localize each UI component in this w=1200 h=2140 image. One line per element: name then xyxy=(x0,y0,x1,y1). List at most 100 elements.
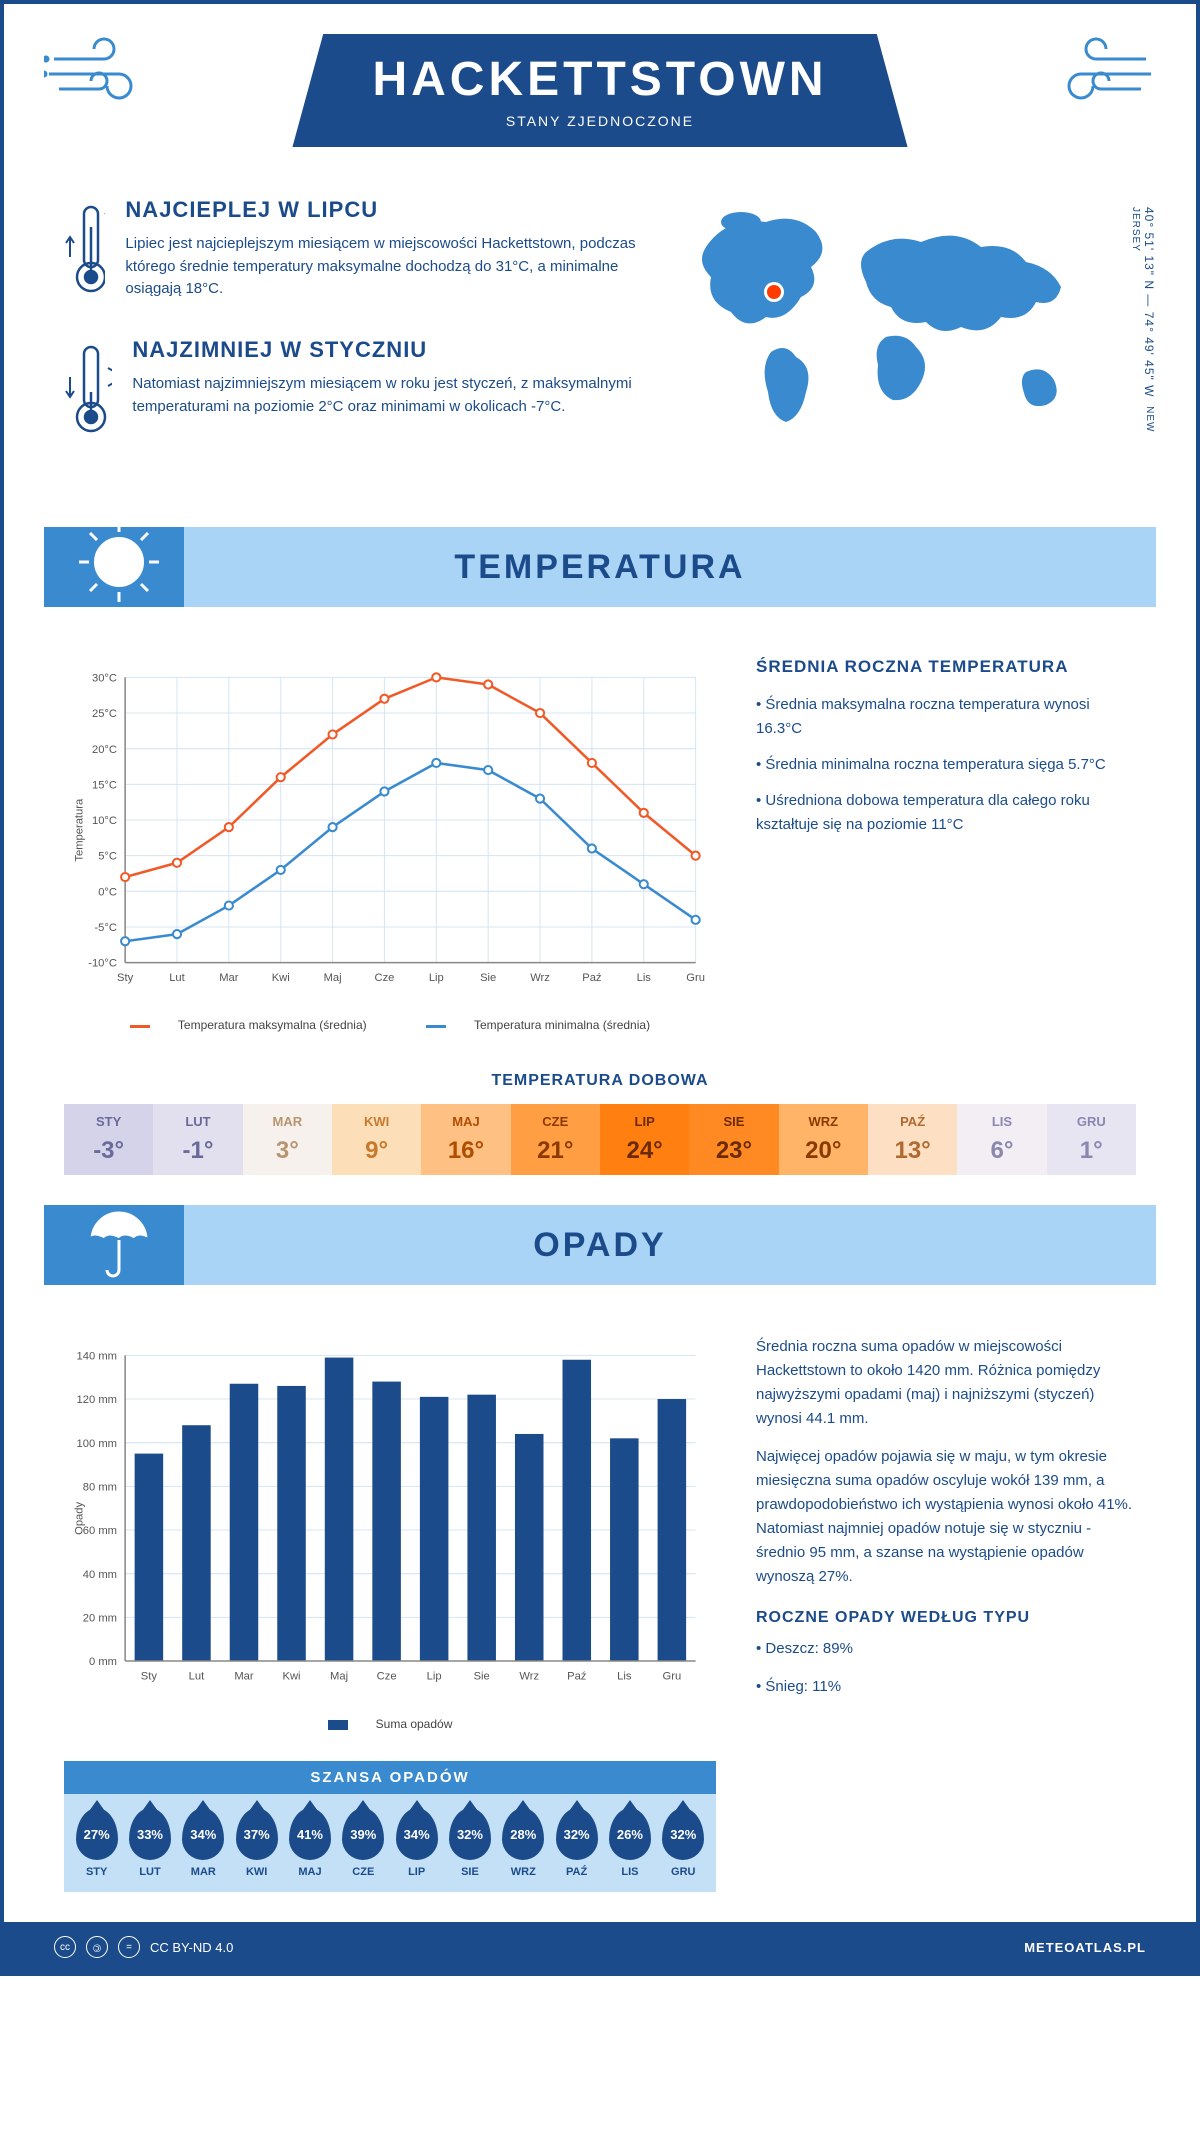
temperature-chart: -10°C -5°C 0°C 5°C 10°C 15°C 20°C 25°C 30°C Sty Lu… xyxy=(64,657,716,1032)
svg-text:Gru: Gru xyxy=(686,972,705,984)
temp-cell: LIS6° xyxy=(957,1104,1046,1175)
svg-text:80 mm: 80 mm xyxy=(83,1482,117,1494)
svg-text:Kwi: Kwi xyxy=(272,972,290,984)
rain-drop: 37%KWI xyxy=(230,1808,283,1878)
svg-text:Lut: Lut xyxy=(189,1671,205,1683)
svg-text:-10°C: -10°C xyxy=(88,958,117,970)
temperature-header: TEMPERATURA xyxy=(44,527,1156,607)
coldest-block: NAJZIMNIEJ W STYCZNIU Natomiast najzimni… xyxy=(64,337,636,447)
svg-text:Kwi: Kwi xyxy=(283,1671,301,1683)
svg-text:15°C: 15°C xyxy=(92,779,117,791)
coordinates: 40° 51' 13" N — 74° 49' 45" W NEW JERSEY xyxy=(1128,207,1156,477)
coldest-text: Natomiast najzimniejszym miesiącem w rok… xyxy=(132,373,636,418)
temp-cell: MAR3° xyxy=(243,1104,332,1175)
svg-text:30°C: 30°C xyxy=(92,672,117,684)
chart-legend: Suma opadów xyxy=(64,1717,716,1731)
svg-text:Cze: Cze xyxy=(377,1671,397,1683)
rain-type-item: • Śnieg: 11% xyxy=(756,1675,1136,1699)
svg-text:Lip: Lip xyxy=(429,972,444,984)
site-name: METEOATLAS.PL xyxy=(1024,1940,1146,1955)
svg-text:0°C: 0°C xyxy=(98,886,117,898)
svg-text:Sie: Sie xyxy=(474,1671,490,1683)
temp-cell: MAJ16° xyxy=(421,1104,510,1175)
by-icon: 🄯 xyxy=(86,1936,108,1958)
sun-icon xyxy=(74,517,164,612)
svg-text:20°C: 20°C xyxy=(92,744,117,756)
svg-text:Maj: Maj xyxy=(330,1671,348,1683)
svg-text:Gru: Gru xyxy=(663,1671,682,1683)
rain-type-item: • Deszcz: 89% xyxy=(756,1637,1136,1661)
warmest-text: Lipiec jest najcieplejszym miesiącem w m… xyxy=(125,233,636,301)
svg-text:Sty: Sty xyxy=(117,972,134,984)
chart-legend: Temperatura maksymalna (średnia) Tempera… xyxy=(64,1018,716,1032)
temp-cell: WRZ20° xyxy=(779,1104,868,1175)
rain-chance-table: SZANSA OPADÓW 27%STY33%LUT34%MAR37%KWI41… xyxy=(64,1761,716,1892)
rain-drop: 41%MAJ xyxy=(283,1808,336,1878)
svg-text:Maj: Maj xyxy=(324,972,342,984)
rain-drop: 33%LUT xyxy=(123,1808,176,1878)
coldest-title: NAJZIMNIEJ W STYCZNIU xyxy=(132,337,636,363)
precipitation-summary: Średnia roczna suma opadów w miejscowośc… xyxy=(756,1335,1136,1731)
license-text: CC BY-ND 4.0 xyxy=(150,1940,233,1955)
svg-text:140 mm: 140 mm xyxy=(77,1351,117,1363)
precipitation-header: OPADY xyxy=(44,1205,1156,1285)
svg-text:Paź: Paź xyxy=(582,972,602,984)
thermometer-cold-icon xyxy=(64,337,112,447)
warmest-title: NAJCIEPLEJ W LIPCU xyxy=(125,197,636,223)
temp-cell: GRU1° xyxy=(1047,1104,1136,1175)
wind-icon xyxy=(44,34,154,119)
footer: cc 🄯 = CC BY-ND 4.0 METEOATLAS.PL xyxy=(4,1922,1196,1972)
warmest-block: NAJCIEPLEJ W LIPCU Lipiec jest najcieple… xyxy=(64,197,636,307)
summary-item: • Uśredniona dobowa temperatura dla całe… xyxy=(756,789,1136,837)
svg-text:Lut: Lut xyxy=(169,972,185,984)
svg-text:Opady: Opady xyxy=(73,1502,85,1535)
svg-text:Mar: Mar xyxy=(234,1671,254,1683)
precipitation-chart: 0 mm 20 mm 40 mm 60 mm 80 mm 100 mm 120 mm 140 … xyxy=(64,1335,716,1731)
svg-text:10°C: 10°C xyxy=(92,815,117,827)
cc-icon: cc xyxy=(54,1936,76,1958)
svg-text:Temperatura: Temperatura xyxy=(73,798,85,862)
rain-drop: 26%LIS xyxy=(603,1808,656,1878)
rain-drop: 28%WRZ xyxy=(497,1808,550,1878)
svg-text:20 mm: 20 mm xyxy=(83,1613,117,1625)
rain-drop: 32%SIE xyxy=(443,1808,496,1878)
daily-temperature-table: TEMPERATURA DOBOWA STY-3°LUT-1°MAR3°KWI9… xyxy=(64,1072,1136,1175)
thermometer-hot-icon xyxy=(64,197,105,307)
summary-item: • Średnia maksymalna roczna temperatura … xyxy=(756,693,1136,741)
rain-drop: 34%LIP xyxy=(390,1808,443,1878)
temp-cell: CZE21° xyxy=(511,1104,600,1175)
temp-cell: SIE23° xyxy=(689,1104,778,1175)
temperature-summary: ŚREDNIA ROCZNA TEMPERATURA • Średnia mak… xyxy=(756,657,1136,1032)
svg-text:Lis: Lis xyxy=(617,1671,632,1683)
world-map: 40° 51' 13" N — 74° 49' 45" W NEW JERSEY xyxy=(676,197,1136,477)
nd-icon: = xyxy=(118,1936,140,1958)
svg-text:Wrz: Wrz xyxy=(519,1671,539,1683)
temp-cell: STY-3° xyxy=(64,1104,153,1175)
svg-text:120 mm: 120 mm xyxy=(77,1394,117,1406)
svg-text:100 mm: 100 mm xyxy=(77,1438,117,1450)
svg-text:0 mm: 0 mm xyxy=(89,1656,117,1668)
svg-text:25°C: 25°C xyxy=(92,708,117,720)
temp-cell: LUT-1° xyxy=(153,1104,242,1175)
svg-text:5°C: 5°C xyxy=(98,851,117,863)
rain-drop: 32%PAŹ xyxy=(550,1808,603,1878)
svg-text:Mar: Mar xyxy=(219,972,239,984)
svg-text:Lip: Lip xyxy=(427,1671,442,1683)
svg-text:Paź: Paź xyxy=(567,1671,587,1683)
rain-drop: 39%CZE xyxy=(337,1808,390,1878)
temp-cell: PAŹ13° xyxy=(868,1104,957,1175)
svg-text:60 mm: 60 mm xyxy=(83,1525,117,1537)
svg-text:Sty: Sty xyxy=(141,1671,158,1683)
svg-text:Lis: Lis xyxy=(637,972,652,984)
temp-cell: KWI9° xyxy=(332,1104,421,1175)
svg-text:-5°C: -5°C xyxy=(94,922,117,934)
svg-text:Sie: Sie xyxy=(480,972,496,984)
rain-drop: 27%STY xyxy=(70,1808,123,1878)
svg-text:40 mm: 40 mm xyxy=(83,1569,117,1581)
rain-drop: 34%MAR xyxy=(177,1808,230,1878)
temp-cell: LIP24° xyxy=(600,1104,689,1175)
rain-drop: 32%GRU xyxy=(657,1808,710,1878)
umbrella-icon xyxy=(74,1195,164,1290)
title-banner: HACKETTSTOWN STANY ZJEDNOCZONE xyxy=(292,34,907,147)
wind-icon xyxy=(1046,34,1156,119)
